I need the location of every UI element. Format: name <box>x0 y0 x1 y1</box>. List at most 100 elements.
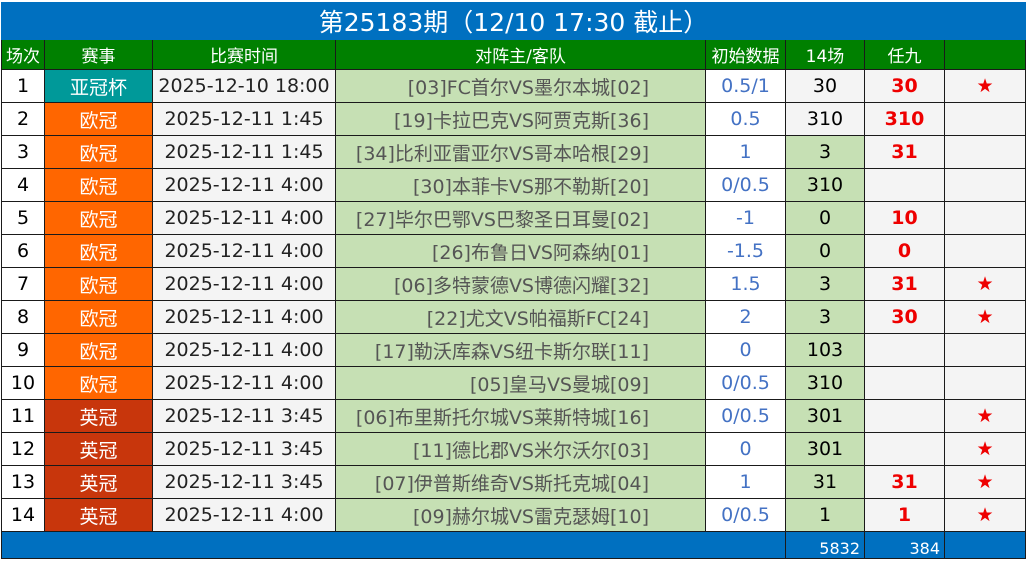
pick-r9-cell: 31 <box>864 465 945 499</box>
match-number: 9 <box>1 333 45 367</box>
teams-cell: [11]德比郡VS米尔沃尔[03] <box>335 432 706 466</box>
odds-cell: 0.5 <box>705 102 786 136</box>
match-number: 12 <box>1 432 45 466</box>
pick-14-cell: 310 <box>785 168 865 202</box>
league-cell: 英冠 <box>44 432 153 466</box>
teams-cell: [06]布里斯托尔城VS莱斯特城[16] <box>335 399 706 433</box>
column-header: 任九 <box>864 39 945 70</box>
pick-14-cell: 310 <box>785 366 865 400</box>
table-row: 8 欧冠 2025-12-11 4:00 [22]尤文VS帕福斯FC[24] 2 3 30 ★ <box>1 300 1027 334</box>
teams-cell: [05]皇马VS曼城[09] <box>335 366 706 400</box>
table-row: 4 欧冠 2025-12-11 4:00 [30]本菲卡VS那不勒斯[20] 0/0.5… <box>1 168 1027 202</box>
odds-cell: 0/0.5 <box>705 498 786 532</box>
teams-cell: [30]本菲卡VS那不勒斯[20] <box>335 168 706 202</box>
odds-cell: 1.5 <box>705 267 786 301</box>
league-cell: 英冠 <box>44 399 153 433</box>
match-number: 1 <box>1 69 45 103</box>
column-header: 对阵主/客队 <box>335 39 706 70</box>
league-cell: 英冠 <box>44 498 153 532</box>
pick-r9-cell <box>864 333 945 367</box>
pick-r9-cell: 31 <box>864 267 945 301</box>
odds-cell: -1.5 <box>705 234 786 268</box>
star-mark: ★ <box>943 498 1027 532</box>
pick-r9-cell: 30 <box>864 300 945 334</box>
pick-14-cell: 3 <box>785 300 865 334</box>
total-r9: 384 <box>864 531 945 559</box>
totals-row: 5832 384 <box>1 531 1027 559</box>
star-mark <box>943 168 1027 202</box>
pick-14-cell: 1 <box>785 498 865 532</box>
league-cell: 欧冠 <box>44 267 153 301</box>
table-row: 2 欧冠 2025-12-11 1:45 [19]卡拉巴克VS阿贾克斯[36] 0.5 3… <box>1 102 1027 136</box>
total-14: 5832 <box>785 531 865 559</box>
league-cell: 英冠 <box>44 465 153 499</box>
table-row: 5 欧冠 2025-12-11 4:00 [27]毕尔巴鄂VS巴黎圣日耳曼[02] -1… <box>1 201 1027 235</box>
star-mark: ★ <box>943 69 1027 103</box>
pick-r9-cell <box>864 432 945 466</box>
star-mark <box>943 366 1027 400</box>
match-time: 2025-12-11 1:45 <box>152 102 336 136</box>
pick-14-cell: 301 <box>785 432 865 466</box>
pick-r9-cell: 310 <box>864 102 945 136</box>
odds-cell: 0 <box>705 333 786 367</box>
teams-cell: [26]布鲁日VS阿森纳[01] <box>335 234 706 268</box>
pick-14-cell: 0 <box>785 234 865 268</box>
match-time: 2025-12-11 1:45 <box>152 135 336 169</box>
pick-14-cell: 31 <box>785 465 865 499</box>
star-mark: ★ <box>943 267 1027 301</box>
table-row: 9 欧冠 2025-12-11 4:00 [17]勒沃库森VS纽卡斯尔联[11] 0 10… <box>1 333 1027 367</box>
match-time: 2025-12-11 4:00 <box>152 168 336 202</box>
column-header: 赛事 <box>44 39 153 70</box>
pick-14-cell: 103 <box>785 333 865 367</box>
match-time: 2025-12-11 4:00 <box>152 333 336 367</box>
match-time: 2025-12-10 18:00 <box>152 69 336 103</box>
table-row: 12 英冠 2025-12-11 3:45 [11]德比郡VS米尔沃尔[03] 0 301… <box>1 432 1027 466</box>
match-number: 3 <box>1 135 45 169</box>
league-cell: 欧冠 <box>44 300 153 334</box>
odds-cell: 0/0.5 <box>705 168 786 202</box>
footer-blank <box>943 531 1027 559</box>
league-cell: 欧冠 <box>44 333 153 367</box>
odds-cell: -1 <box>705 201 786 235</box>
star-mark: ★ <box>943 399 1027 433</box>
table-row: 11 英冠 2025-12-11 3:45 [06]布里斯托尔城VS莱斯特城[16] 0… <box>1 399 1027 433</box>
match-number: 14 <box>1 498 45 532</box>
column-header: 比赛时间 <box>152 39 336 70</box>
match-time: 2025-12-11 4:00 <box>152 201 336 235</box>
teams-cell: [17]勒沃库森VS纽卡斯尔联[11] <box>335 333 706 367</box>
table-row: 13 英冠 2025-12-11 3:45 [07]伊普斯维奇VS斯托克城[04] 1 3… <box>1 465 1027 499</box>
match-number: 4 <box>1 168 45 202</box>
star-mark: ★ <box>943 432 1027 466</box>
teams-cell: [27]毕尔巴鄂VS巴黎圣日耳曼[02] <box>335 201 706 235</box>
match-number: 5 <box>1 201 45 235</box>
league-cell: 欧冠 <box>44 201 153 235</box>
star-mark <box>943 234 1027 268</box>
column-header: 初始数据 <box>705 39 786 70</box>
pick-14-cell: 30 <box>785 69 865 103</box>
pick-r9-cell: 1 <box>864 498 945 532</box>
star-mark <box>943 102 1027 136</box>
match-time: 2025-12-11 4:00 <box>152 366 336 400</box>
match-time: 2025-12-11 4:00 <box>152 267 336 301</box>
star-mark <box>943 135 1027 169</box>
teams-cell: [06]多特蒙德VS博德闪耀[32] <box>335 267 706 301</box>
league-cell: 欧冠 <box>44 135 153 169</box>
pick-14-cell: 310 <box>785 102 865 136</box>
league-cell: 欧冠 <box>44 102 153 136</box>
odds-cell: 0/0.5 <box>705 399 786 433</box>
pick-r9-cell <box>864 366 945 400</box>
teams-cell: [22]尤文VS帕福斯FC[24] <box>335 300 706 334</box>
match-time: 2025-12-11 3:45 <box>152 432 336 466</box>
match-time: 2025-12-11 3:45 <box>152 465 336 499</box>
pick-r9-cell <box>864 168 945 202</box>
match-number: 2 <box>1 102 45 136</box>
star-mark <box>943 201 1027 235</box>
match-time: 2025-12-11 3:45 <box>152 399 336 433</box>
odds-cell: 1 <box>705 465 786 499</box>
match-time: 2025-12-11 4:00 <box>152 300 336 334</box>
league-cell: 亚冠杯 <box>44 69 153 103</box>
pick-r9-cell: 31 <box>864 135 945 169</box>
match-number: 13 <box>1 465 45 499</box>
odds-cell: 0/0.5 <box>705 366 786 400</box>
